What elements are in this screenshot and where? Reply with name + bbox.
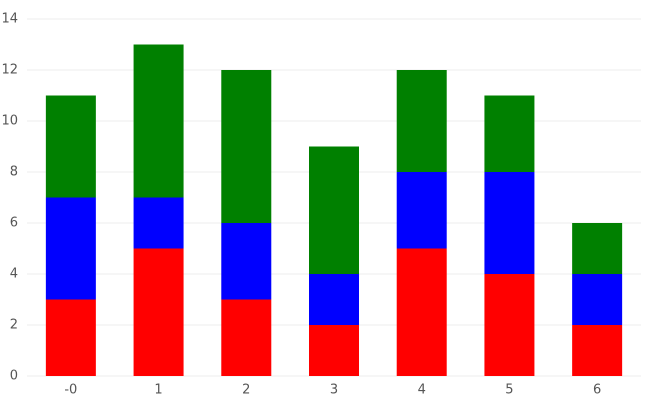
bar-segment — [221, 223, 272, 300]
bar-segment — [572, 223, 623, 274]
bar-segment — [45, 299, 96, 376]
y-tick-label: 2 — [10, 318, 18, 333]
bar-segment — [45, 197, 96, 300]
x-tick-label: 5 — [505, 383, 513, 398]
bar-segment — [309, 146, 359, 274]
bar-segment — [221, 299, 272, 376]
bar-segment — [396, 172, 447, 249]
y-tick-label: 6 — [10, 216, 18, 231]
bar-segment — [572, 274, 623, 325]
y-tick-label: 12 — [1, 63, 18, 78]
x-tick-label: 6 — [593, 383, 601, 398]
y-tick-label: 4 — [10, 267, 18, 282]
y-tick-label: 10 — [1, 114, 18, 129]
bar-segment — [396, 248, 447, 376]
bar-segment — [484, 95, 535, 172]
bar-segment — [484, 274, 535, 376]
y-tick-label: 14 — [1, 12, 18, 27]
bar-segment — [309, 325, 359, 376]
x-tick-label: 1 — [154, 383, 162, 398]
bar-segment — [133, 248, 184, 376]
bar-segment — [309, 274, 359, 325]
bar-segment — [133, 197, 184, 249]
x-tick-label: -0 — [64, 383, 77, 398]
y-tick-label: 0 — [10, 369, 18, 384]
bar-segment — [45, 95, 96, 198]
x-tick-label: 3 — [330, 383, 338, 398]
bar-segment — [572, 325, 623, 376]
bar-segment — [484, 172, 535, 274]
x-tick-label: 4 — [418, 383, 426, 398]
y-tick-label: 8 — [10, 165, 18, 180]
bar-segment — [133, 44, 184, 198]
bar-segment — [396, 70, 447, 172]
x-tick-label: 2 — [242, 383, 250, 398]
bar-segment — [221, 70, 272, 223]
